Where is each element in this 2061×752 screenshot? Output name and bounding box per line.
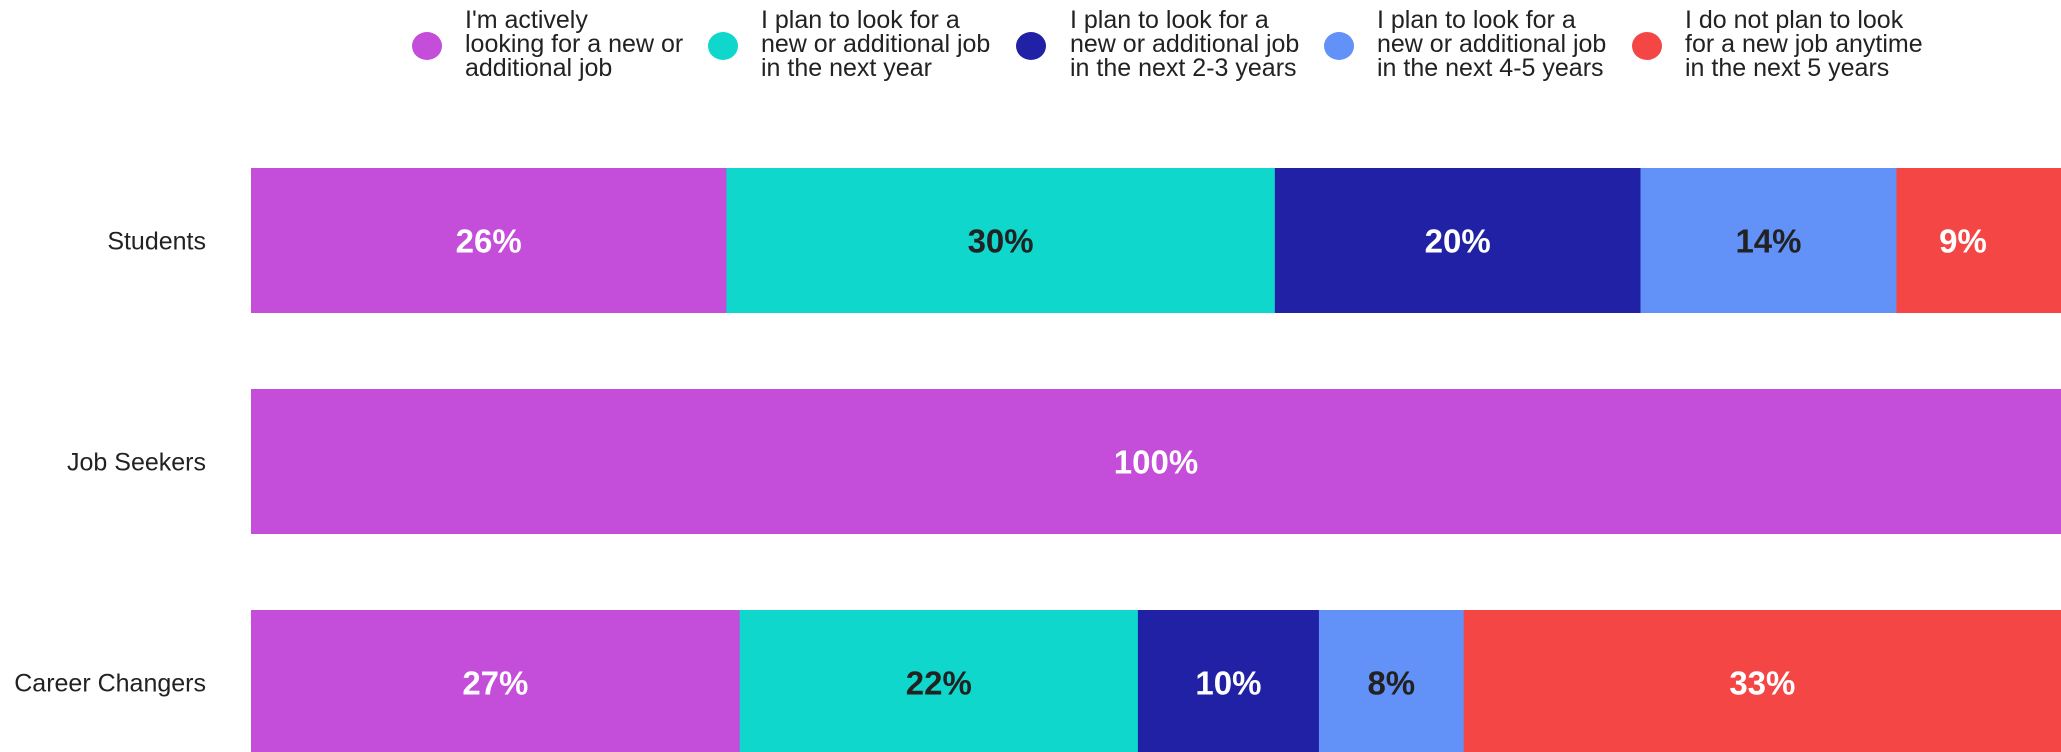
category-label: Students bbox=[107, 228, 206, 256]
legend-label: I'm actively looking for a new or addition… bbox=[465, 6, 683, 82]
bar-segment bbox=[1137, 610, 1320, 752]
bar-segment bbox=[251, 610, 741, 752]
data-label: 8% bbox=[1367, 665, 1415, 702]
category-labels: Students Job Seekers Career Changers bbox=[14, 228, 206, 698]
bar-segment bbox=[1463, 610, 2061, 752]
bars bbox=[251, 168, 2061, 752]
legend-label: I do not plan to look for a new job anyti… bbox=[1685, 6, 1923, 82]
data-label: 33% bbox=[1729, 665, 1795, 702]
legend-item: I plan to look for a new or additional jo… bbox=[708, 6, 990, 82]
data-label: 26% bbox=[456, 223, 522, 260]
data-label: 14% bbox=[1735, 223, 1801, 260]
bar-segment bbox=[1640, 168, 1897, 313]
category-label: Career Changers bbox=[14, 670, 206, 698]
legend-item: I plan to look for a new or additional jo… bbox=[1324, 6, 1606, 82]
legend-swatch bbox=[1016, 32, 1046, 60]
data-label: 22% bbox=[906, 665, 972, 702]
bar-segment bbox=[726, 168, 1276, 313]
data-label: 30% bbox=[968, 223, 1034, 260]
data-label: 100% bbox=[1114, 444, 1198, 481]
bar-segment bbox=[251, 389, 2061, 534]
legend-swatch bbox=[1632, 32, 1662, 60]
data-label: 20% bbox=[1425, 223, 1491, 260]
legend: I'm actively looking for a new or addition… bbox=[412, 6, 1923, 82]
legend-item: I do not plan to look for a new job anyti… bbox=[1632, 6, 1923, 82]
legend-swatch bbox=[412, 32, 442, 60]
bar-segment bbox=[1896, 168, 2061, 313]
legend-label: I plan to look for a new or additional jo… bbox=[761, 6, 990, 82]
legend-swatch bbox=[708, 32, 738, 60]
legend-label: I plan to look for a new or additional jo… bbox=[1377, 6, 1606, 82]
segment-labels: 26% 30% 20% 14% 9% 100% 27% 22% 10% 8% 33% bbox=[456, 223, 1987, 702]
data-label: 27% bbox=[462, 665, 528, 702]
bar-segment bbox=[1274, 168, 1641, 313]
legend-swatch bbox=[1324, 32, 1354, 60]
legend-item: I'm actively looking for a new or addition… bbox=[412, 6, 683, 82]
bar-segment bbox=[739, 610, 1139, 752]
data-label: 9% bbox=[1939, 223, 1987, 260]
legend-label: I plan to look for a new or additional jo… bbox=[1070, 6, 1299, 82]
category-label: Job Seekers bbox=[67, 449, 206, 477]
legend-item: I plan to look for a new or additional jo… bbox=[1016, 6, 1299, 82]
data-label: 10% bbox=[1195, 665, 1261, 702]
bar-segment bbox=[251, 168, 727, 313]
bar-segment bbox=[1318, 610, 1465, 752]
